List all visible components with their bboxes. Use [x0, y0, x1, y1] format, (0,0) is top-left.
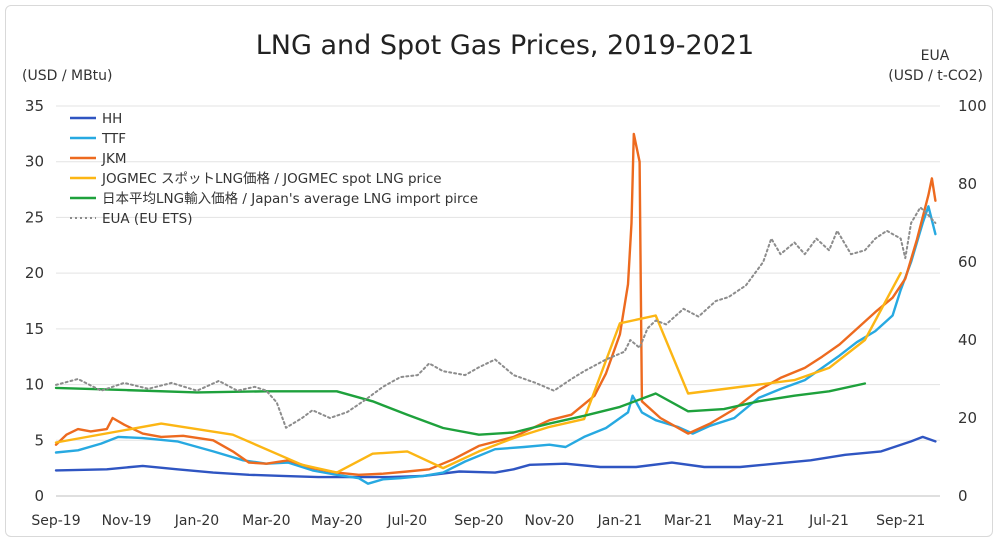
series-line: [54, 382, 867, 436]
series-line: [54, 435, 937, 479]
y-left-tick-label: 25: [25, 208, 44, 226]
y-left-tick-label: 10: [25, 376, 44, 394]
x-tick-label: Jan-20: [174, 513, 219, 529]
legend-label: 日本平均LNG輸入価格 / Japan's average LNG import…: [102, 191, 478, 207]
x-tick-label: Nov-19: [102, 513, 152, 529]
x-tick-label: Jan-21: [597, 513, 642, 529]
x-tick-label: Sep-20: [454, 513, 503, 529]
y-right-tick-label: 40: [958, 331, 977, 349]
legend-label: TTF: [101, 131, 126, 147]
y-right-tick-label: 20: [958, 409, 977, 427]
x-tick-label: May-21: [733, 513, 785, 529]
legend-label: EUA (EU ETS): [102, 211, 193, 227]
series-line: [54, 132, 937, 476]
x-tick-label: Jul-20: [386, 513, 427, 529]
chart-title: LNG and Spot Gas Prices, 2019-2021: [256, 30, 754, 61]
x-tick-label: Mar-20: [242, 513, 290, 529]
y-left-tick-label: 5: [34, 431, 44, 449]
legend-label: HH: [102, 111, 122, 127]
legend: HH TTF JKM JOGMEC スポットLNG価格 / JOGMEC spot L…: [70, 111, 478, 227]
y-left-ticks: 0 5 10 15 20 25 30 35: [25, 97, 44, 505]
x-tick-label: Mar-21: [664, 513, 712, 529]
series-lines: [54, 132, 937, 485]
y-right-tick-label: 0: [958, 487, 968, 505]
series-line: [54, 271, 902, 474]
y-left-tick-label: 30: [25, 153, 44, 171]
y-left-axis-label: (USD / MBtu): [22, 68, 113, 84]
y-right-tick-label: 60: [958, 253, 977, 271]
y-left-tick-label: 0: [34, 487, 44, 505]
y-left-tick-label: 15: [25, 320, 44, 338]
y-right-tick-label: 100: [958, 97, 987, 115]
x-tick-label: May-20: [311, 513, 363, 529]
legend-label: JOGMEC スポットLNG価格 / JOGMEC spot LNG price: [101, 171, 442, 187]
x-tick-label: Jul-21: [808, 513, 849, 529]
chart-frame: [5, 5, 993, 537]
y-right-ticks: 0 20 40 60 80 100: [958, 97, 987, 505]
y-right-axis-label: (USD / t-CO2): [888, 68, 983, 84]
y-right-axis-title: EUA: [921, 48, 950, 64]
y-left-tick-label: 20: [25, 264, 44, 282]
x-tick-label: Sep-19: [31, 513, 80, 529]
x-tick-label: Sep-21: [876, 513, 925, 529]
x-ticks: Sep-19 Nov-19 Jan-20 Mar-20 May-20 Jul-20 Sep-…: [31, 513, 925, 529]
legend-label: JKM: [101, 151, 126, 167]
y-left-tick-label: 35: [25, 97, 44, 115]
y-right-tick-label: 80: [958, 175, 977, 193]
x-tick-label: Nov-20: [525, 513, 575, 529]
